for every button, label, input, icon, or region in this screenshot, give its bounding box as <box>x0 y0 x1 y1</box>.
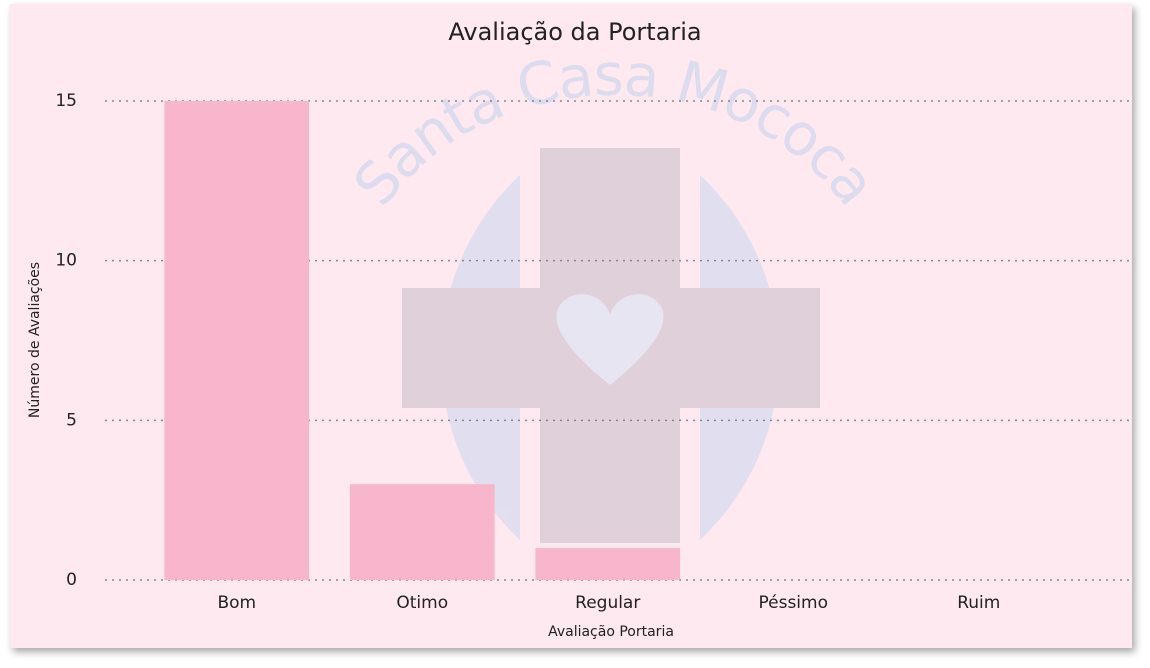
x-tick-label: Péssimo <box>758 593 828 613</box>
bar <box>164 101 310 580</box>
logo-heart <box>556 294 664 385</box>
x-tick-label: Ruim <box>957 593 1000 613</box>
bar <box>349 484 495 580</box>
y-tick-label: 15 <box>55 91 77 111</box>
y-axis-label: Número de Avaliações <box>27 262 43 418</box>
x-tick-label: Bom <box>217 593 256 613</box>
y-tick-label: 0 <box>66 570 77 590</box>
x-tick-label: Otimo <box>396 593 448 613</box>
bar <box>535 548 681 580</box>
y-tick-label: 10 <box>55 251 77 271</box>
x-axis-label: Avaliação Portaria <box>548 624 674 640</box>
chart-title: Avaliação da Portaria <box>448 18 701 46</box>
y-tick-label: 5 <box>66 410 77 430</box>
x-tick-label: Regular <box>575 593 640 613</box>
